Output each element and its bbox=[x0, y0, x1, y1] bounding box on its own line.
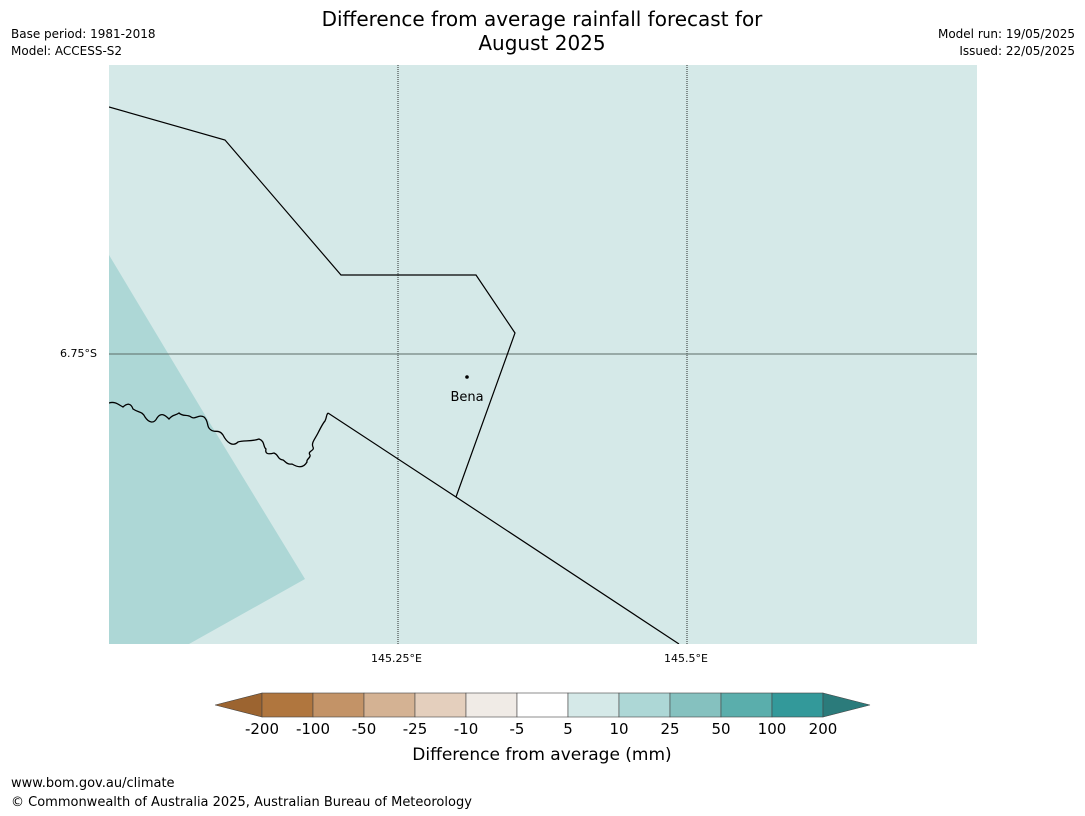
legend-title: Difference from average (mm) bbox=[412, 745, 672, 765]
colorbar-tick-label: -200 bbox=[244, 720, 280, 738]
latitude-label: 6.75°S bbox=[60, 347, 97, 360]
meta-left: Base period: 1981-2018 Model: ACCESS-S2 bbox=[11, 26, 156, 60]
colorbar-tick-label: 10 bbox=[609, 720, 629, 738]
province-boundary-south bbox=[327, 412, 680, 644]
colorbar-tick-label: -10 bbox=[453, 720, 479, 738]
meta-right: Model run: 19/05/2025 Issued: 22/05/2025 bbox=[938, 26, 1075, 60]
colorbar-segment bbox=[312, 692, 365, 718]
colorbar-segment bbox=[414, 692, 467, 718]
colorbar-segment bbox=[567, 692, 620, 718]
colorbar-segment bbox=[465, 692, 518, 718]
issued-text: Issued: 22/05/2025 bbox=[959, 44, 1075, 58]
colorbar-tick-label: -50 bbox=[351, 720, 377, 738]
colorbar-segment bbox=[618, 692, 671, 718]
colorbar-tick-label: 5 bbox=[563, 720, 573, 738]
longitude-label-1: 145.25°E bbox=[371, 652, 422, 665]
footer-url[interactable]: www.bom.gov.au/climate bbox=[11, 776, 175, 791]
colorbar-segment bbox=[516, 692, 569, 718]
title-line-1: Difference from average rainfall forecas… bbox=[321, 7, 763, 31]
colorbar-tick-label: 200 bbox=[808, 720, 838, 738]
colorbar-extend-low bbox=[214, 692, 263, 718]
colorbar-extend-high bbox=[822, 692, 871, 718]
colorbar-graphic bbox=[214, 692, 871, 718]
place-label-bena: Bena bbox=[450, 390, 483, 405]
province-boundary-north bbox=[109, 106, 516, 498]
colorbar bbox=[214, 692, 871, 724]
colorbar-segment bbox=[720, 692, 773, 718]
colorbar-tick-label: -100 bbox=[295, 720, 331, 738]
rainfall-region-10-25mm bbox=[109, 255, 305, 644]
base-period-text: Base period: 1981-2018 bbox=[11, 27, 156, 41]
title-line-2: August 2025 bbox=[478, 31, 606, 55]
footer-copyright: © Commonwealth of Australia 2025, Austra… bbox=[11, 795, 472, 810]
colorbar-tick-label: 100 bbox=[757, 720, 787, 738]
colorbar-segment bbox=[669, 692, 722, 718]
longitude-label-2: 145.5°E bbox=[664, 652, 708, 665]
river-course bbox=[109, 401, 329, 468]
map-area[interactable]: Bena bbox=[109, 65, 977, 644]
colorbar-segment bbox=[261, 692, 314, 718]
model-text: Model: ACCESS-S2 bbox=[11, 44, 123, 58]
colorbar-tick-label: 25 bbox=[660, 720, 680, 738]
colorbar-tick-label: 50 bbox=[711, 720, 731, 738]
colorbar-tick-label: -5 bbox=[509, 720, 525, 738]
place-marker-dot bbox=[465, 375, 469, 379]
map-title: Difference from average rainfall forecas… bbox=[242, 7, 842, 55]
colorbar-tick-label: -25 bbox=[402, 720, 428, 738]
colorbar-segment bbox=[771, 692, 824, 718]
model-run-text: Model run: 19/05/2025 bbox=[937, 27, 1075, 41]
map-canvas: Bena bbox=[109, 65, 977, 644]
colorbar-segment bbox=[363, 692, 416, 718]
